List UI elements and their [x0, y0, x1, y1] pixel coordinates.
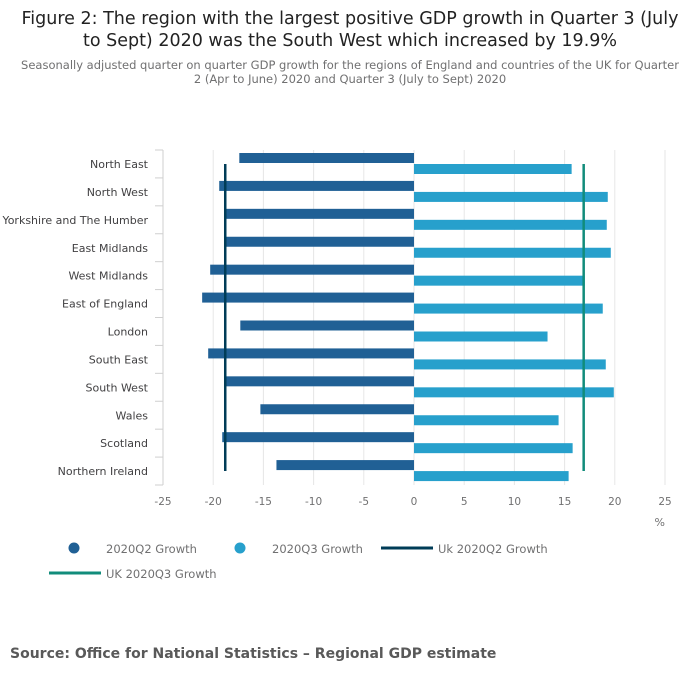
legend-label-q3: 2020Q3 Growth: [272, 542, 363, 556]
bar-q3-6: [414, 331, 548, 342]
bar-q3-11: [414, 471, 569, 482]
legend-label-uk-q2: Uk 2020Q2 Growth: [438, 542, 548, 556]
bar-q3-8: [414, 387, 614, 398]
category-label: East Midlands: [72, 242, 149, 255]
chart-title: Figure 2: The region with the largest po…: [21, 9, 679, 51]
category-label: West Midlands: [68, 270, 148, 283]
x-tick-label: -5: [359, 496, 369, 508]
category-label: East of England: [62, 298, 148, 311]
x-tick-label: -15: [255, 496, 272, 508]
bar-q3-5: [414, 303, 603, 314]
category-label: North West: [87, 186, 149, 199]
x-tick-label: 25: [658, 496, 671, 508]
legend-label-q2: 2020Q2 Growth: [106, 542, 197, 556]
bar-q2-9: [260, 404, 414, 415]
bar-q2-7: [208, 348, 414, 359]
x-tick-label: 10: [508, 496, 521, 508]
bar-q2-8: [224, 376, 414, 387]
x-tick-label: 20: [608, 496, 621, 508]
bar-q3-4: [414, 275, 585, 286]
x-tick-label: 5: [461, 496, 468, 508]
x-tick-label: -10: [305, 496, 322, 508]
x-tick-label: 0: [411, 496, 418, 508]
bar-q2-6: [240, 320, 414, 331]
source-note: Source: Office for National Statistics –…: [10, 646, 497, 662]
bar-q2-4: [210, 264, 414, 275]
bar-q3-1: [414, 191, 608, 202]
category-label: Scotland: [100, 437, 148, 450]
bar-q2-2: [225, 208, 414, 219]
category-label: North East: [90, 158, 149, 171]
bar-q2-3: [226, 236, 414, 247]
x-tick-label: 15: [558, 496, 571, 508]
category-label: London: [108, 326, 148, 339]
bar-q3-10: [414, 443, 573, 454]
category-label: South West: [85, 381, 148, 394]
bar-chart: North East North West Yorkshire and The Hu…: [1, 149, 672, 581]
legend-marker-q2: [68, 542, 80, 554]
chart-subtitle: Seasonally adjusted quarter on quarter G…: [21, 58, 679, 86]
bar-q2-10: [222, 432, 414, 443]
legend-marker-q3: [234, 542, 246, 554]
category-label: Wales: [116, 409, 149, 422]
x-axis-label: %: [655, 516, 665, 529]
bar-q3-9: [414, 415, 559, 426]
x-tick-label: -20: [205, 496, 222, 508]
bar-q2-11: [276, 460, 414, 471]
bar-q3-2: [414, 219, 607, 230]
x-tick-label: -25: [154, 496, 171, 508]
bar-q3-0: [414, 164, 572, 174]
category-label: Northern Ireland: [58, 465, 148, 478]
category-label: South East: [89, 353, 149, 366]
category-label: Yorkshire and The Humber: [1, 214, 148, 227]
bar-q3-7: [414, 359, 606, 370]
bar-q2-1: [219, 180, 414, 191]
legend-label-uk-q3: UK 2020Q3 Growth: [106, 567, 217, 581]
bar-q2-0: [239, 153, 414, 163]
bar-q3-3: [414, 247, 611, 258]
bar-q2-5: [202, 292, 414, 303]
